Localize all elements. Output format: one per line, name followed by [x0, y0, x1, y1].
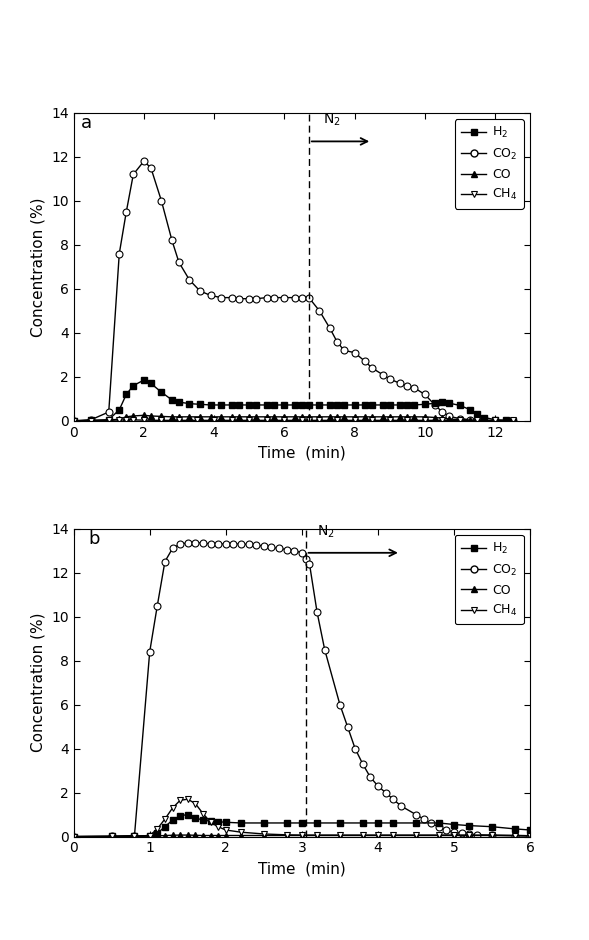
- X-axis label: Time  (min): Time (min): [258, 446, 346, 461]
- Y-axis label: Concentration (%): Concentration (%): [31, 613, 45, 752]
- Legend: $\rm H_2$, $\rm CO_2$, CO, $\rm CH_4$: $\rm H_2$, $\rm CO_2$, CO, $\rm CH_4$: [455, 119, 524, 209]
- X-axis label: Time  (min): Time (min): [258, 861, 346, 876]
- Legend: $\rm H_2$, $\rm CO_2$, CO, $\rm CH_4$: $\rm H_2$, $\rm CO_2$, CO, $\rm CH_4$: [455, 535, 524, 624]
- Text: $\rm N_2$: $\rm N_2$: [323, 112, 340, 128]
- Text: $\rm N_2$: $\rm N_2$: [317, 524, 335, 540]
- Y-axis label: Concentration (%): Concentration (%): [31, 197, 45, 337]
- Text: a: a: [81, 114, 92, 133]
- Text: b: b: [89, 530, 100, 548]
